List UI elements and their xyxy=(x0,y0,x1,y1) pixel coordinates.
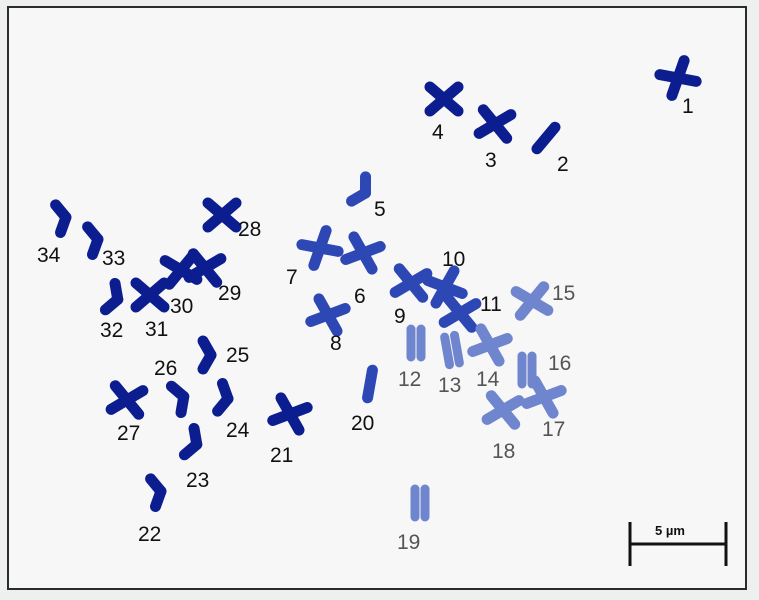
image-frame xyxy=(7,6,747,590)
chromosome-26 xyxy=(165,380,190,419)
chromosome-4 xyxy=(424,81,464,117)
chromosome-12 xyxy=(406,324,426,362)
chromosome-label-2: 2 xyxy=(557,153,569,176)
chromosome-label-19: 19 xyxy=(397,531,421,554)
chromosome-label-14: 14 xyxy=(476,368,500,391)
chromosome-28 xyxy=(202,197,242,233)
chromosome-shapes xyxy=(50,55,702,522)
chromosome-1 xyxy=(654,55,702,101)
chromosome-label-29: 29 xyxy=(218,282,242,305)
chromosome-33 xyxy=(82,221,104,260)
chromosome-label-27: 27 xyxy=(117,422,141,445)
chromosome-label-22: 22 xyxy=(138,523,162,546)
chromosome-label-34: 34 xyxy=(37,244,61,267)
chromosome-label-3: 3 xyxy=(485,149,497,172)
chromosome-34 xyxy=(50,199,72,238)
chromosome-label-24: 24 xyxy=(226,419,250,442)
chromosome-label-26: 26 xyxy=(154,357,178,380)
chromosome-label-6: 6 xyxy=(354,285,366,308)
chromosome-30 xyxy=(159,250,203,290)
chromosome-23 xyxy=(178,422,203,461)
chromosome-label-23: 23 xyxy=(186,469,210,492)
chromosome-label-1: 1 xyxy=(682,95,694,118)
chromosome-label-16: 16 xyxy=(548,352,572,375)
chromosome-10 xyxy=(422,265,468,309)
chromosome-label-15: 15 xyxy=(552,282,576,305)
chromosome-11 xyxy=(438,293,482,333)
chromosome-label-12: 12 xyxy=(398,368,422,391)
chromosome-label-9: 9 xyxy=(394,305,406,328)
chromosome-31 xyxy=(130,277,170,313)
chromosome-label-13: 13 xyxy=(438,374,462,397)
chromosome-20 xyxy=(362,364,378,404)
chromosome-label-30: 30 xyxy=(170,295,194,318)
chromosome-22 xyxy=(145,473,167,512)
chromosome-label-10: 10 xyxy=(442,248,466,271)
chromosome-label-5: 5 xyxy=(374,198,386,221)
chromosome-17 xyxy=(521,375,567,419)
chromosome-label-25: 25 xyxy=(226,344,250,367)
chromosome-21 xyxy=(267,392,313,436)
chromosome-32 xyxy=(99,277,124,316)
chromosome-label-33: 33 xyxy=(102,247,126,270)
chromosome-label-7: 7 xyxy=(286,266,298,289)
chromosome-8 xyxy=(305,293,351,337)
chromosome-label-18: 18 xyxy=(492,440,516,463)
chromosome-label-28: 28 xyxy=(238,218,262,241)
chromosome-15 xyxy=(510,281,554,321)
chromosome-9 xyxy=(389,263,433,303)
scale-bar-label: 5 µm xyxy=(655,523,685,538)
chromosome-13 xyxy=(440,330,464,370)
chromosome-25 xyxy=(197,335,217,375)
chromosome-7 xyxy=(296,225,344,271)
chromosome-label-31: 31 xyxy=(145,318,169,341)
chromosome-14 xyxy=(467,323,513,367)
chromosome-5 xyxy=(346,171,372,207)
chromosome-24 xyxy=(212,378,234,417)
chromosome-label-11: 11 xyxy=(480,293,502,316)
chromosome-label-32: 32 xyxy=(100,319,124,342)
chromosome-3 xyxy=(473,104,517,144)
chromosome-19 xyxy=(410,484,430,522)
chromosome-6 xyxy=(340,231,386,275)
scale-bar xyxy=(628,522,728,566)
chromosome-label-4: 4 xyxy=(432,121,444,144)
chromosome-18 xyxy=(481,390,525,430)
chromosome-label-21: 21 xyxy=(270,444,294,467)
chromosome-2 xyxy=(531,121,561,155)
chromosome-label-20: 20 xyxy=(351,412,375,435)
chromosome-label-8: 8 xyxy=(330,332,342,355)
chromosome-27 xyxy=(105,380,149,420)
chromosome-label-17: 17 xyxy=(542,418,566,441)
